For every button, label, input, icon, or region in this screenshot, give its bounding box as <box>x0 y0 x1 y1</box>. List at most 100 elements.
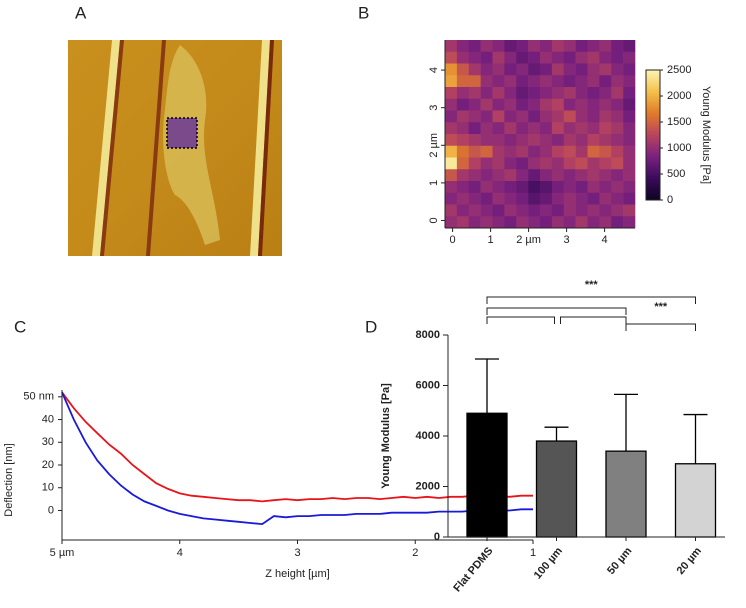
heat-cell <box>492 145 505 158</box>
heat-cell <box>599 122 612 135</box>
colorbar-segment <box>646 96 660 99</box>
heat-cell <box>480 122 493 135</box>
heat-cell <box>551 192 565 205</box>
heat-cell <box>456 51 470 64</box>
heat-cell <box>468 204 481 217</box>
heat-cell <box>575 87 588 100</box>
heat-cell <box>587 157 600 170</box>
panel-label: A <box>75 3 87 22</box>
heat-cell <box>587 181 600 194</box>
heat-cell <box>456 40 470 53</box>
heat-cell <box>468 110 481 123</box>
heat-cell <box>611 192 624 205</box>
bar <box>535 440 578 538</box>
heat-cell <box>587 51 600 64</box>
heat-cell <box>528 40 541 53</box>
heat-cell <box>445 51 458 64</box>
heat-cell <box>551 204 565 217</box>
colorbar-segment <box>646 154 660 158</box>
heat-cell <box>563 98 576 111</box>
heat-cell <box>611 216 624 229</box>
heat-cell <box>528 181 541 194</box>
y-tick-label: 0 <box>48 504 54 516</box>
heat-cell <box>445 145 458 158</box>
y-tick-label: 50 nm <box>23 391 54 403</box>
colorbar-segment <box>646 89 660 93</box>
heat-cell <box>468 181 481 194</box>
heat-cell <box>599 145 612 158</box>
heat-cell <box>504 75 517 88</box>
heat-cell <box>599 169 612 182</box>
colorbar-segment <box>646 150 660 153</box>
heat-cell <box>468 145 481 158</box>
y-tick-label: 8000 <box>416 329 440 341</box>
heat-cell <box>516 145 529 158</box>
heat-cell <box>563 40 576 53</box>
heat-cell <box>611 110 624 123</box>
y-tick-label: 2 µm <box>428 133 440 158</box>
x-tick-label: 4 <box>602 234 608 246</box>
heat-cell <box>504 63 517 76</box>
heat-cell <box>575 169 588 182</box>
heat-cell <box>623 204 636 217</box>
heat-cell <box>480 204 493 217</box>
heat-cell <box>575 75 588 88</box>
heat-cell <box>540 110 553 123</box>
heat-cell <box>563 181 576 194</box>
heat-cell <box>599 98 612 111</box>
x-tick-label: 1 <box>530 547 536 559</box>
heat-cell <box>480 169 493 182</box>
heat-cell <box>456 75 470 88</box>
heat-cell <box>599 75 612 88</box>
colorbar-segment <box>646 113 660 116</box>
heat-cell <box>468 216 481 229</box>
heat-cell <box>540 169 553 182</box>
heat-cell <box>480 110 493 123</box>
heat-cell <box>504 169 517 182</box>
heat-cell <box>516 98 529 111</box>
heat-cell <box>551 40 565 53</box>
colorbar-segment <box>646 70 660 73</box>
heat-cell <box>445 40 458 53</box>
significance-bracket <box>486 296 696 304</box>
heat-cell <box>551 98 565 111</box>
heat-cell <box>492 40 505 53</box>
y-tick-label: 40 <box>42 413 54 425</box>
heat-cell <box>480 192 493 205</box>
afm-image <box>68 40 282 256</box>
heat-cell <box>504 204 517 217</box>
colorbar-segment <box>646 167 660 171</box>
heat-cell <box>445 169 458 182</box>
colorbar-segment <box>646 187 660 190</box>
heat-cell <box>456 134 470 147</box>
x-tick-label: 2 µm <box>516 234 541 246</box>
heat-cell <box>468 75 481 88</box>
heat-cell <box>528 122 541 135</box>
heat-cell <box>468 122 481 135</box>
heat-cell <box>445 75 458 88</box>
heat-cell <box>516 157 529 170</box>
colorbar-segment <box>646 124 660 127</box>
heat-cell <box>575 157 588 170</box>
heat-cell <box>611 169 624 182</box>
colorbar-segment <box>646 106 660 110</box>
heat-cell <box>587 110 600 123</box>
heat-cell <box>456 87 470 100</box>
heat-cell <box>540 216 553 229</box>
heat-cell <box>611 204 624 217</box>
heat-cell <box>599 40 612 53</box>
heat-cell <box>623 40 636 53</box>
heat-cell <box>563 63 576 76</box>
y-axis-label: Deflection [nm] <box>3 443 15 516</box>
colorbar-segment <box>646 109 660 112</box>
heat-cell <box>504 110 517 123</box>
colorbar-segment <box>646 184 660 188</box>
heat-cell <box>504 98 517 111</box>
colorbar-segment <box>646 171 660 175</box>
heat-cell <box>528 98 541 111</box>
y-tick-label: 20 <box>42 459 54 471</box>
heat-cell <box>516 75 529 88</box>
heat-cell <box>516 51 529 64</box>
heat-cell <box>575 98 588 111</box>
y-tick-label: 0 <box>434 531 440 543</box>
